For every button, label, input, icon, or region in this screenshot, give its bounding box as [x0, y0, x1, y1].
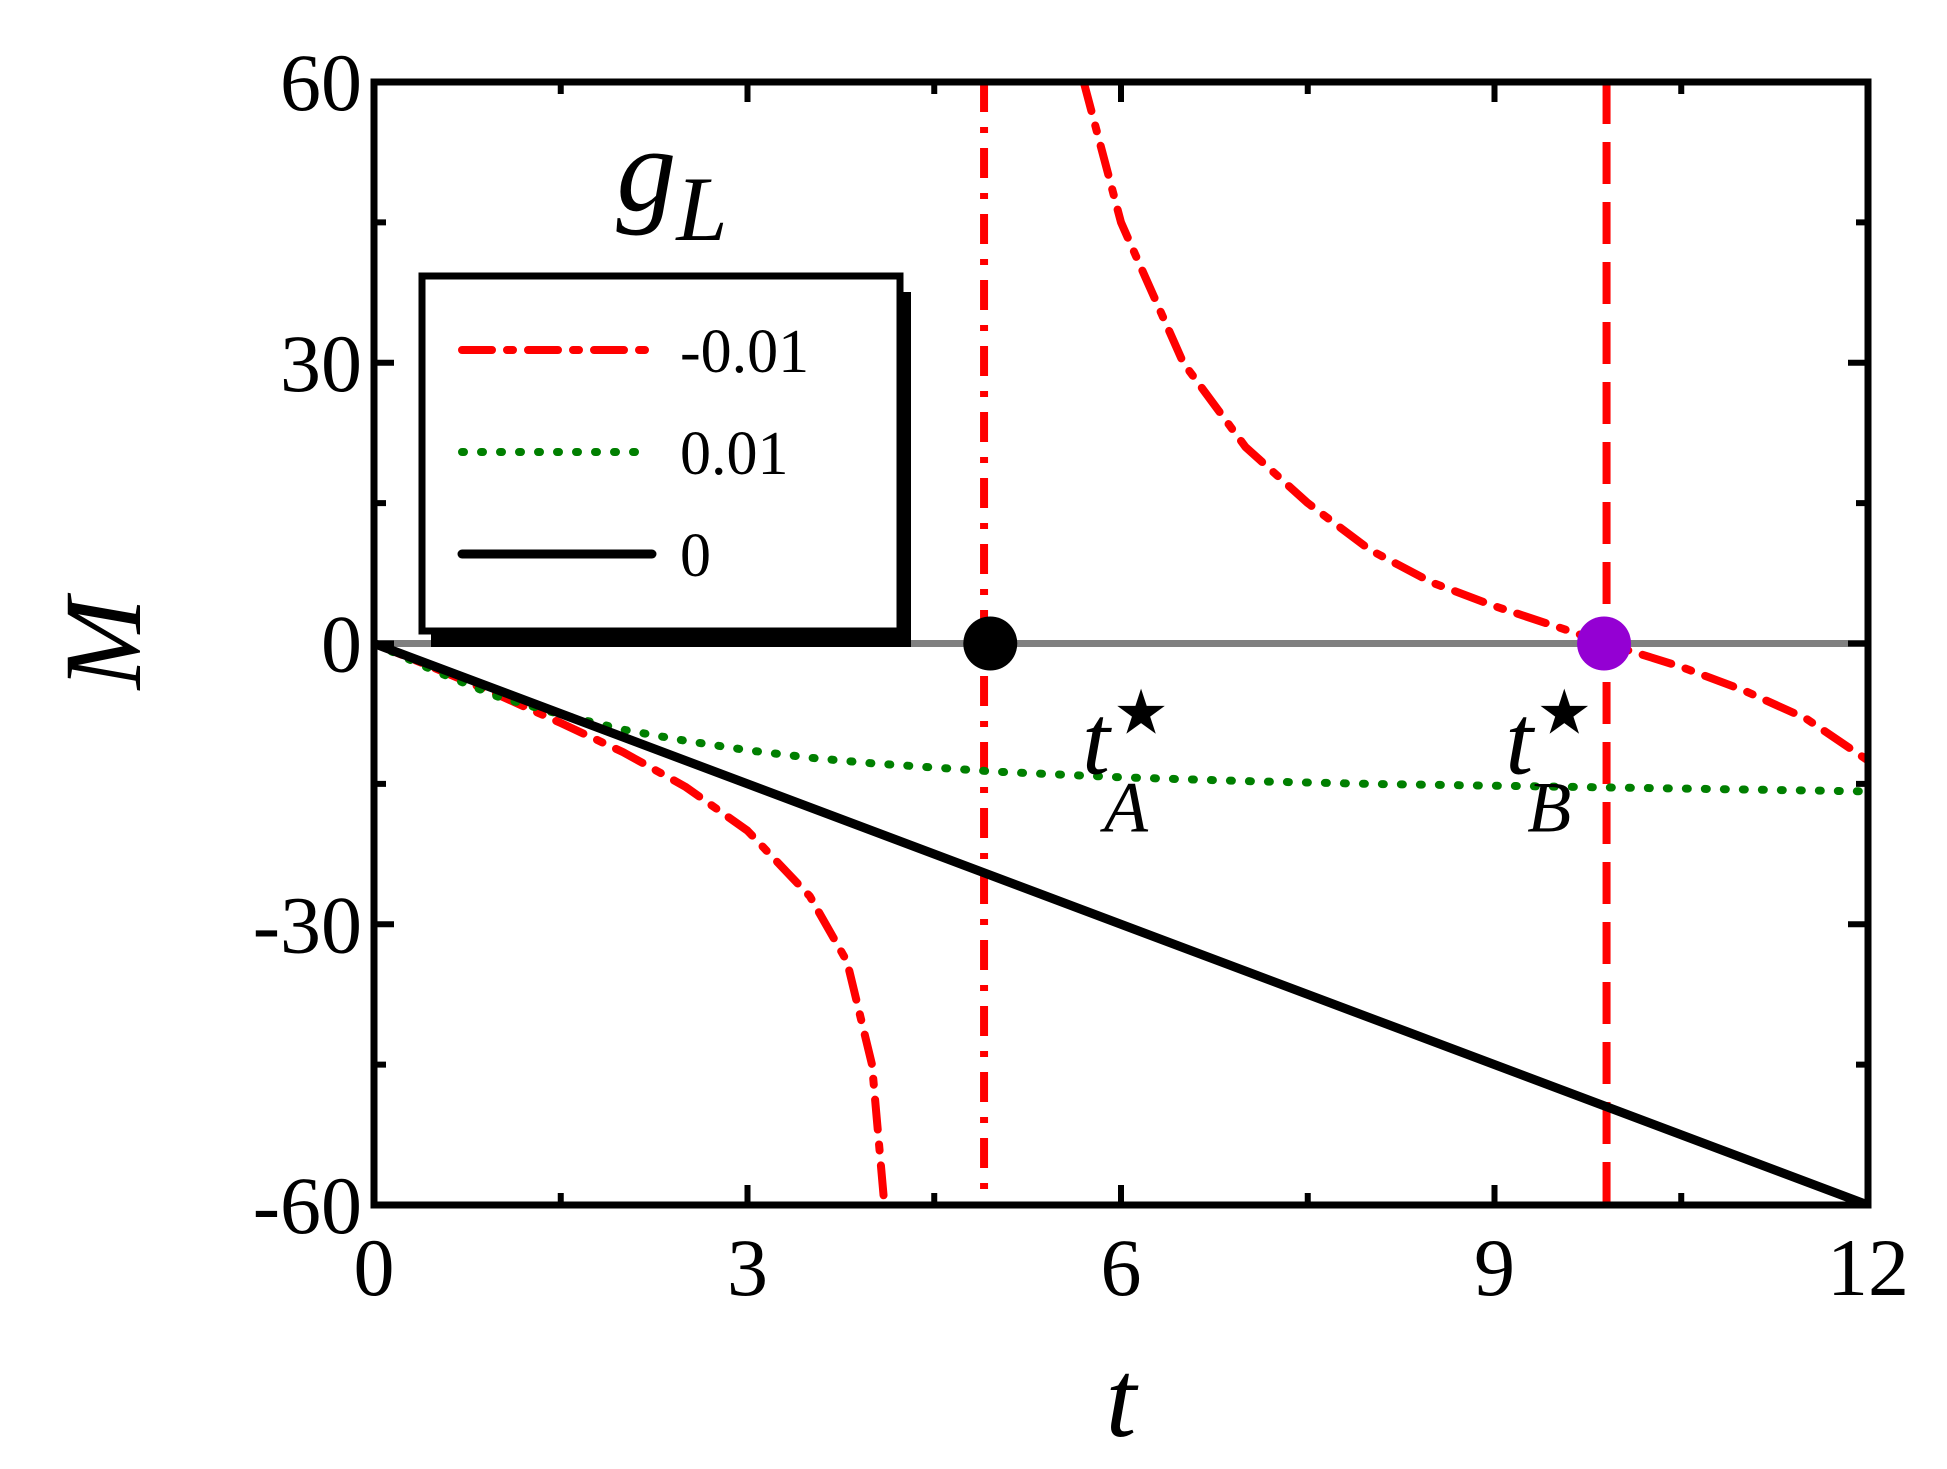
legend-label-2: 0: [680, 522, 711, 590]
annotation-star: ★: [1537, 675, 1593, 748]
y-tick-label: -60: [253, 1160, 362, 1251]
legend-title-sub: L: [674, 158, 727, 260]
tick-labels: 0 3 6 9 12 -60 -30 0 30 60: [253, 37, 1909, 1313]
markers: [963, 616, 1632, 671]
series-line-1-segment-0: [374, 639, 1868, 796]
y-tick-label: 60: [280, 37, 362, 128]
x-tick-label: 12: [1827, 1222, 1909, 1313]
legend-title-main: g: [616, 103, 676, 236]
x-tick-label: 6: [1101, 1222, 1142, 1313]
annotation-main: t: [1505, 684, 1535, 795]
annotation-A: t ★ A: [1082, 675, 1169, 847]
annotation-sub: B: [1527, 767, 1571, 847]
legend-label-0: -0.01: [680, 318, 809, 386]
annotation-B: t ★ B: [1505, 675, 1592, 847]
y-axis-title: M: [42, 592, 164, 691]
axis-ticks: [371, 79, 1871, 1208]
x-tick-label: 9: [1474, 1222, 1515, 1313]
series-line-0-segment-1: [1079, 82, 1868, 765]
x-tick-label: 0: [354, 1222, 395, 1313]
annotation-sub: A: [1100, 767, 1149, 847]
legend: gL -0.01 0.01 0: [418, 103, 911, 647]
x-tick-label: 3: [727, 1222, 768, 1313]
y-tick-label: 0: [321, 599, 362, 690]
annotation-star: ★: [1113, 675, 1169, 748]
series-lines: [374, 82, 1868, 1205]
annotations: t ★At ★B: [1082, 675, 1592, 847]
annotation-main: t: [1082, 684, 1112, 795]
y-tick-label: -30: [253, 879, 362, 970]
legend-label-1: 0.01: [680, 420, 789, 488]
legend-entries: -0.01 0.01 0: [457, 318, 809, 590]
marker-point-0: [963, 616, 1018, 671]
series-line-2-segment-0: [374, 639, 1868, 1205]
x-axis-title: t: [1106, 1338, 1139, 1460]
legend-box: [418, 272, 904, 635]
marker-point-1: [1577, 616, 1632, 671]
legend-title: gL: [616, 103, 727, 260]
y-tick-label: 30: [280, 318, 362, 409]
